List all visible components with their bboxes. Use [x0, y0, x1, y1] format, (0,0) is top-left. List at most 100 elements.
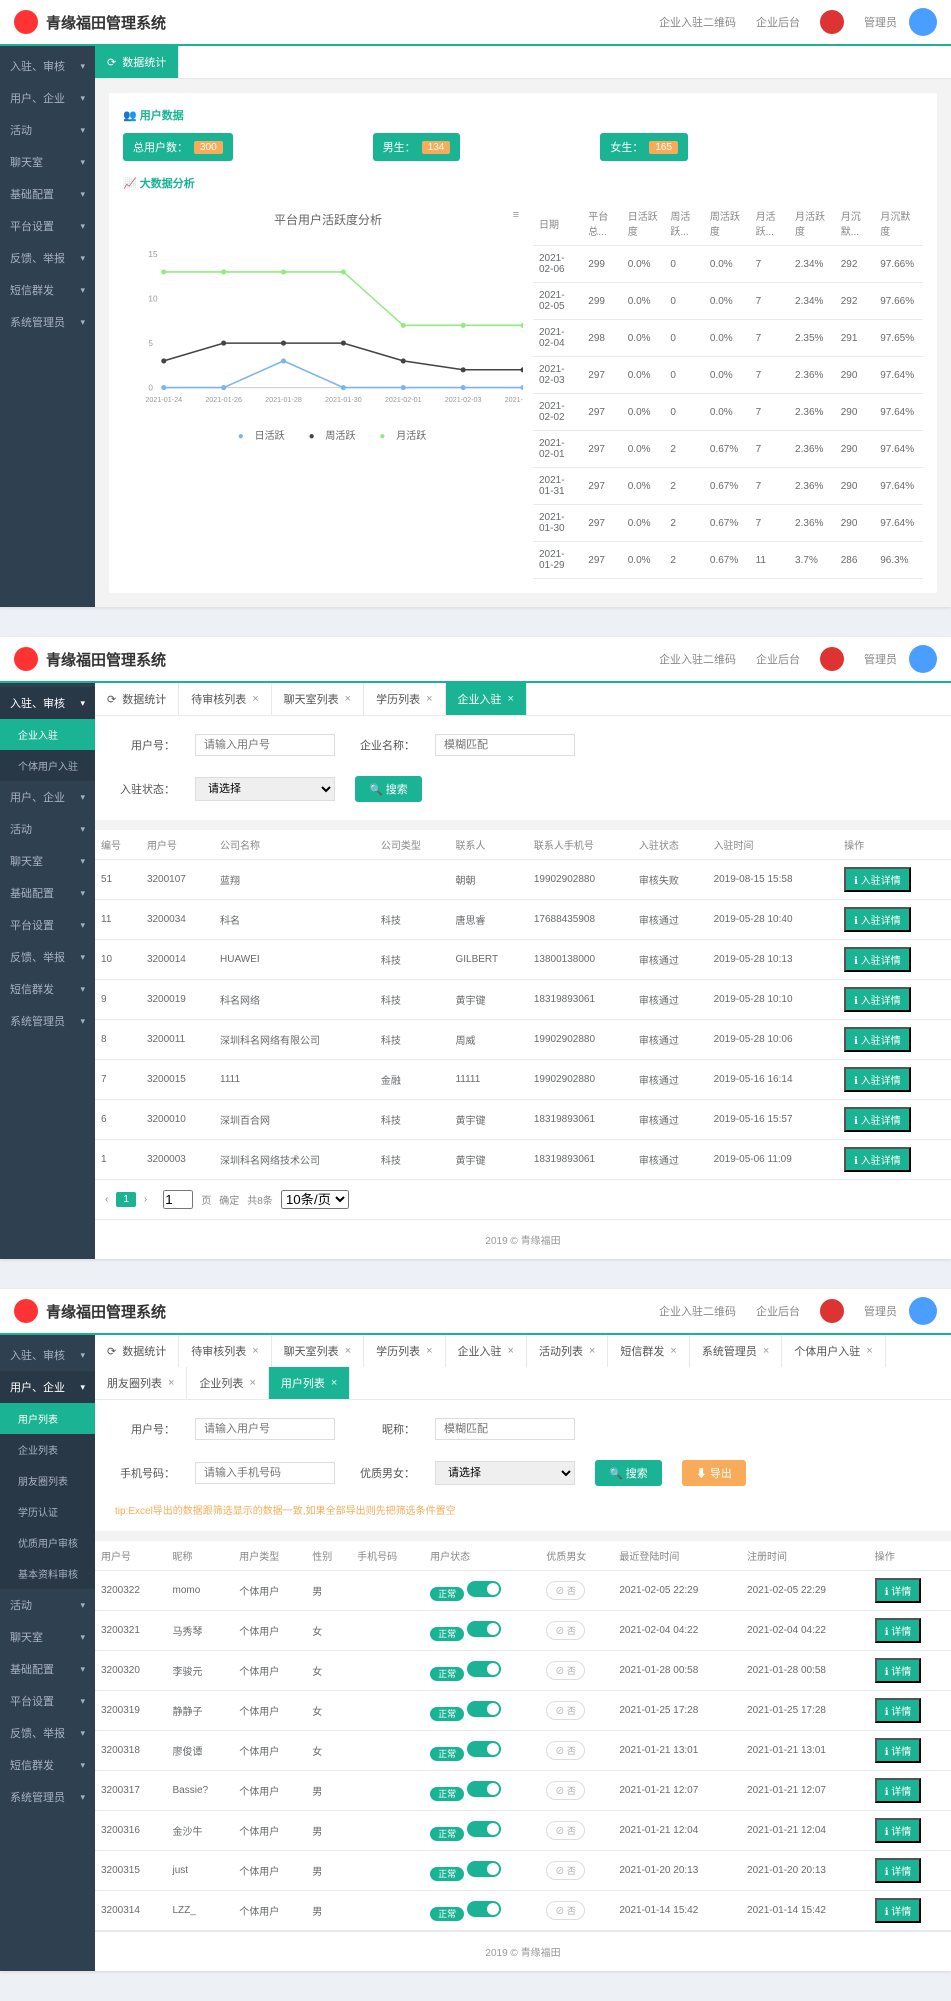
sidebar-item[interactable]: 基础配置▾ — [0, 178, 95, 210]
avatar[interactable] — [820, 10, 844, 34]
quality-pill[interactable]: ⊘ 否 — [546, 1621, 585, 1640]
page-input[interactable] — [163, 1190, 193, 1209]
link-qrcode[interactable]: 企业入驻二维码 — [659, 651, 736, 667]
page-confirm[interactable]: 确定 — [219, 1192, 239, 1207]
quality-pill[interactable]: ⊘ 否 — [546, 1901, 585, 1920]
detail-button[interactable]: ℹ 详情 — [875, 1818, 922, 1843]
link-backend[interactable]: 企业后台 — [756, 651, 800, 667]
close-icon[interactable]: × — [345, 1345, 351, 1357]
close-icon[interactable]: × — [670, 1345, 676, 1357]
sidebar-item[interactable]: 入驻、审核▾ — [0, 1339, 95, 1371]
page-size[interactable]: 10条/页 — [281, 1190, 349, 1209]
input-user[interactable] — [195, 734, 335, 756]
quality-pill[interactable]: ⊘ 否 — [546, 1781, 585, 1800]
status-toggle[interactable] — [467, 1701, 501, 1717]
detail-button[interactable]: ℹ 入驻详情 — [844, 1147, 911, 1172]
sidebar-item[interactable]: 聊天室▾ — [0, 845, 95, 877]
tab[interactable]: 学历列表× — [364, 683, 445, 715]
status-toggle[interactable] — [467, 1901, 501, 1917]
status-toggle[interactable] — [467, 1821, 501, 1837]
sidebar-subitem[interactable]: 学历认证 — [0, 1496, 95, 1527]
detail-button[interactable]: ℹ 详情 — [875, 1578, 922, 1603]
detail-button[interactable]: ℹ 入驻详情 — [844, 1107, 911, 1132]
status-toggle[interactable] — [467, 1741, 501, 1757]
tab[interactable]: 朋友圈列表× — [95, 1367, 187, 1399]
close-icon[interactable]: × — [508, 1345, 514, 1357]
detail-button[interactable]: ℹ 详情 — [875, 1738, 922, 1763]
close-icon[interactable]: × — [426, 1345, 432, 1357]
sidebar-subitem[interactable]: 个体用户入驻 — [0, 750, 95, 781]
sidebar-item[interactable]: 系统管理员▾ — [0, 1005, 95, 1037]
input-user[interactable] — [195, 1418, 335, 1440]
sidebar-subitem[interactable]: 企业入驻 — [0, 719, 95, 750]
sidebar-item[interactable]: 短信群发▾ — [0, 1749, 95, 1781]
detail-button[interactable]: ℹ 入驻详情 — [844, 1067, 911, 1092]
sidebar-subitem[interactable]: 企业列表 — [0, 1434, 95, 1465]
sidebar-item[interactable]: 用户、企业▾ — [0, 82, 95, 114]
status-toggle[interactable] — [467, 1781, 501, 1797]
close-icon[interactable]: × — [249, 1377, 255, 1389]
tab[interactable]: 聊天室列表× — [272, 1335, 364, 1367]
tab[interactable]: 用户列表× — [269, 1367, 350, 1399]
tab[interactable]: ⟳ 数据统计 — [95, 1335, 179, 1367]
close-icon[interactable]: × — [252, 1345, 258, 1357]
close-icon[interactable]: × — [508, 693, 514, 705]
link-backend[interactable]: 企业后台 — [756, 14, 800, 30]
tab[interactable]: 企业列表× — [187, 1367, 268, 1399]
close-icon[interactable]: × — [589, 1345, 595, 1357]
quality-pill[interactable]: ⊘ 否 — [546, 1661, 585, 1680]
tab[interactable]: 系统管理员× — [690, 1335, 782, 1367]
close-icon[interactable]: × — [168, 1377, 174, 1389]
search-button[interactable]: 🔍 搜索 — [355, 776, 422, 802]
legend-item[interactable]: ● 周活跃 — [301, 431, 356, 442]
detail-button[interactable]: ℹ 详情 — [875, 1618, 922, 1643]
detail-button[interactable]: ℹ 入驻详情 — [844, 947, 911, 972]
link-qrcode[interactable]: 企业入驻二维码 — [659, 14, 736, 30]
sidebar-subitem[interactable]: 用户列表 — [0, 1403, 95, 1434]
detail-button[interactable]: ℹ 详情 — [875, 1858, 922, 1883]
detail-button[interactable]: ℹ 详情 — [875, 1898, 922, 1923]
sidebar-item[interactable]: 反馈、举报▾ — [0, 1717, 95, 1749]
legend-item[interactable]: ● 日活跃 — [230, 431, 285, 442]
tab[interactable]: 活动列表× — [527, 1335, 608, 1367]
sidebar-item[interactable]: 系统管理员▾ — [0, 1781, 95, 1813]
tab[interactable]: 待审核列表× — [179, 1335, 271, 1367]
sidebar-item[interactable]: 平台设置▾ — [0, 1685, 95, 1717]
chart-menu-icon[interactable]: ≡ — [513, 209, 519, 221]
sidebar-item[interactable]: 短信群发▾ — [0, 973, 95, 1005]
select-quality[interactable]: 请选择 — [435, 1461, 575, 1485]
sidebar-item[interactable]: 用户、企业▾ — [0, 1371, 95, 1403]
link-qrcode[interactable]: 企业入驻二维码 — [659, 1303, 736, 1319]
legend-item[interactable]: ● 月活跃 — [371, 431, 426, 442]
quality-pill[interactable]: ⊘ 否 — [546, 1861, 585, 1880]
select-status[interactable]: 请选择 — [195, 777, 335, 801]
tab[interactable]: ⟳ 数据统计 — [95, 683, 179, 715]
sidebar-item[interactable]: 平台设置▾ — [0, 909, 95, 941]
sidebar-subitem[interactable]: 基本资料审核 — [0, 1558, 95, 1589]
sidebar-item[interactable]: 基础配置▾ — [0, 877, 95, 909]
sidebar-item[interactable]: 反馈、举报▾ — [0, 242, 95, 274]
close-icon[interactable]: × — [252, 693, 258, 705]
sidebar-item[interactable]: 活动▾ — [0, 114, 95, 146]
close-icon[interactable]: × — [345, 693, 351, 705]
detail-button[interactable]: ℹ 详情 — [875, 1778, 922, 1803]
detail-button[interactable]: ℹ 入驻详情 — [844, 867, 911, 892]
avatar[interactable] — [820, 647, 844, 671]
export-button[interactable]: ⬇ 导出 — [682, 1460, 746, 1486]
page-current[interactable]: 1 — [116, 1192, 136, 1207]
tab-data-stat[interactable]: ⟳ 数据统计 — [95, 46, 179, 78]
sidebar-item[interactable]: 短信群发▾ — [0, 274, 95, 306]
quality-pill[interactable]: ⊘ 否 — [546, 1581, 585, 1600]
detail-button[interactable]: ℹ 入驻详情 — [844, 907, 911, 932]
link-backend[interactable]: 企业后台 — [756, 1303, 800, 1319]
status-toggle[interactable] — [467, 1621, 501, 1637]
quality-pill[interactable]: ⊘ 否 — [546, 1821, 585, 1840]
sidebar-item[interactable]: 活动▾ — [0, 813, 95, 845]
detail-button[interactable]: ℹ 详情 — [875, 1658, 922, 1683]
sidebar-item[interactable]: 基础配置▾ — [0, 1653, 95, 1685]
next-icon[interactable]: › — [144, 1194, 147, 1205]
input-nick[interactable] — [435, 1418, 575, 1440]
input-phone[interactable] — [195, 1462, 335, 1484]
tab[interactable]: 企业入驻× — [446, 683, 527, 715]
tab[interactable]: 学历列表× — [364, 1335, 445, 1367]
